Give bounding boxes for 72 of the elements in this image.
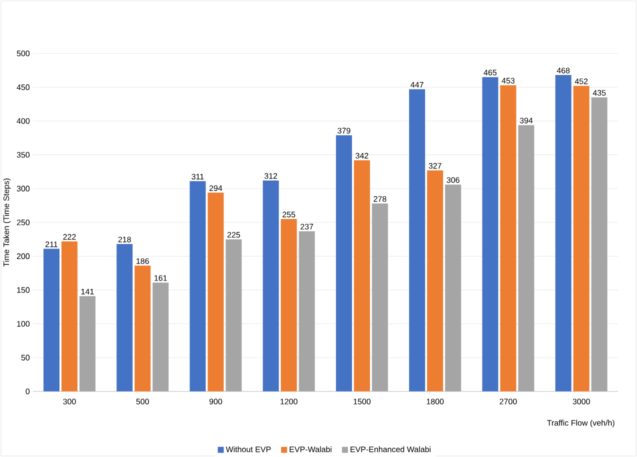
data-label: 294	[209, 185, 222, 191]
data-label: 394	[520, 118, 533, 124]
bar	[500, 85, 516, 392]
bar	[190, 181, 206, 392]
x-tick-label: 300	[63, 398, 76, 404]
bar	[427, 170, 444, 392]
bar	[61, 241, 78, 392]
data-label: 161	[154, 275, 167, 281]
bar	[518, 125, 534, 392]
bar	[336, 135, 352, 392]
y-tick-label: 0	[26, 388, 30, 394]
data-label: 311	[192, 174, 204, 180]
data-label: 211	[46, 242, 58, 248]
data-label: 306	[446, 177, 460, 183]
bar	[208, 192, 224, 392]
bar	[280, 219, 297, 392]
data-label: 255	[282, 212, 296, 218]
data-label: 342	[356, 152, 368, 159]
bar	[134, 266, 151, 392]
bar	[482, 77, 498, 392]
y-tick-label: 200	[16, 253, 30, 260]
bar	[116, 244, 133, 392]
legend-label: EVP-Walabi	[290, 446, 332, 452]
bar	[372, 203, 388, 392]
y-tick-label: 300	[16, 186, 30, 192]
x-tick-label: 2700	[500, 398, 517, 404]
bar	[591, 97, 608, 392]
data-label: 225	[227, 232, 240, 238]
y-axis-title: Time Taken (Time Steps)	[3, 178, 11, 267]
bar	[298, 231, 315, 392]
data-label: 435	[592, 90, 606, 96]
bar	[43, 248, 60, 392]
bar	[226, 239, 242, 392]
y-tick-label: 350	[16, 152, 30, 158]
y-tick-label: 400	[16, 118, 30, 124]
bar	[555, 75, 572, 392]
x-axis-title: Traffic Flow (veh/h)	[547, 420, 614, 428]
legend-label: EVP-Enhanced Walabi	[350, 446, 430, 452]
data-label: 379	[338, 128, 350, 134]
data-label: 278	[374, 196, 386, 202]
data-label: 218	[118, 236, 131, 242]
x-tick-label: 900	[209, 398, 222, 404]
data-label: 468	[556, 68, 570, 74]
x-tick-label: 1800	[426, 398, 444, 404]
y-tick-label: 250	[16, 220, 30, 226]
bar	[409, 89, 426, 392]
data-label: 447	[410, 82, 424, 88]
x-tick-label: 1500	[354, 398, 371, 404]
legend-label: Without EVP	[226, 446, 271, 452]
data-label: 222	[63, 234, 76, 240]
bar	[262, 180, 279, 392]
bar	[152, 282, 169, 392]
bar	[445, 184, 462, 392]
data-label: 465	[484, 70, 497, 76]
y-tick-label: 450	[16, 84, 30, 90]
data-label: 186	[136, 258, 149, 264]
x-tick-label: 500	[136, 398, 149, 404]
x-tick-label: 1200	[280, 398, 298, 404]
y-tick-label: 50	[21, 354, 30, 360]
data-label: 141	[81, 288, 94, 294]
bar	[573, 86, 590, 392]
bar	[79, 296, 96, 392]
data-label: 237	[300, 224, 314, 230]
y-tick-label: 500	[16, 50, 30, 56]
y-tick-label: 150	[17, 287, 30, 293]
y-tick-label: 100	[17, 320, 30, 327]
data-label: 452	[574, 78, 588, 84]
data-label: 453	[502, 78, 515, 84]
bar	[354, 160, 370, 392]
x-tick-label: 3000	[572, 398, 590, 404]
data-label: 327	[428, 163, 442, 169]
data-label: 312	[264, 173, 278, 179]
